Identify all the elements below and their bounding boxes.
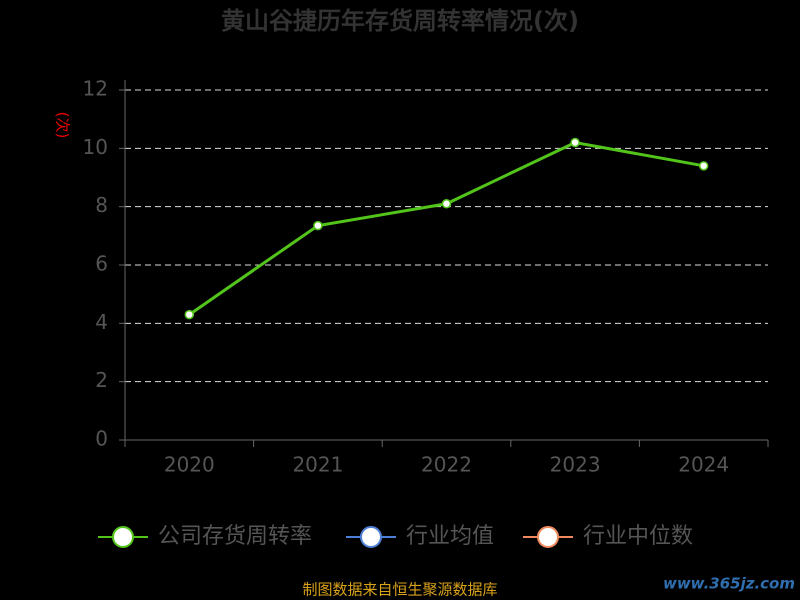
legend-marker [537, 526, 559, 548]
y-tick-label: 0 [95, 427, 108, 451]
y-axis-label: (次) [54, 112, 72, 139]
data-point [698, 161, 709, 171]
y-tick-label: 2 [95, 368, 108, 392]
source-note: 制图数据来自恒生聚源数据库 [302, 581, 497, 599]
watermark: www.365jz.com [663, 575, 795, 593]
x-tick-label: 2022 [421, 453, 472, 477]
legend-marker [112, 526, 134, 548]
y-tick-label: 6 [95, 252, 108, 276]
y-tick-label: 4 [95, 310, 108, 334]
legend-label: 公司存货周转率 [158, 524, 312, 549]
x-tick-label: 2023 [550, 453, 601, 477]
chart-title: 黄山谷捷历年存货周转率情况(次) [221, 7, 579, 35]
data-point [313, 220, 323, 231]
legend-label: 行业中位数 [583, 524, 693, 549]
legend-marker [360, 526, 382, 548]
y-tick-label: 8 [95, 193, 108, 217]
series-line [188, 140, 704, 316]
x-tick-label: 2021 [292, 453, 343, 477]
data-point [184, 309, 195, 320]
y-tick-label: 12 [83, 77, 108, 101]
data-point [570, 137, 580, 148]
x-tick-label: 2020 [164, 453, 215, 477]
x-tick-label: 2024 [678, 453, 729, 477]
y-tick-label: 10 [83, 135, 108, 159]
data-point [441, 199, 452, 209]
legend-label: 行业均值 [406, 524, 494, 549]
